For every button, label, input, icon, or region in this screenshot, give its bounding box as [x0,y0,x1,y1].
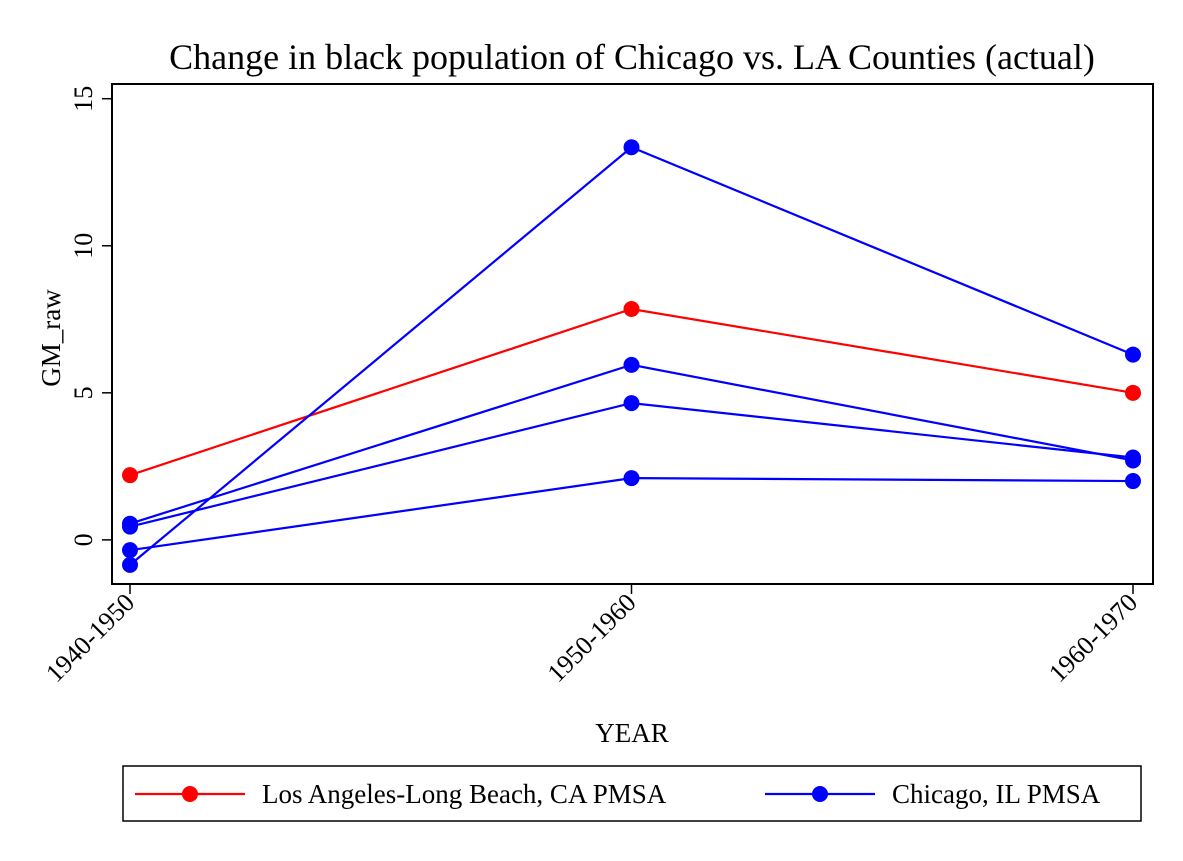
y-axis-label: GM_raw [36,289,66,387]
y-tick-label: 15 [69,86,98,112]
legend-label: Los Angeles-Long Beach, CA PMSA [262,779,667,809]
y-tick-label: 5 [69,386,98,399]
series-1-point [1125,384,1141,401]
series-5-point [122,542,138,559]
series-2-point [1125,346,1141,363]
x-axis-label: YEAR [595,718,669,748]
series-2-point [122,556,138,573]
series-4-point [1125,449,1141,466]
legend: Los Angeles-Long Beach, CA PMSA Chicago, … [122,765,1142,822]
y-tick-label: 0 [69,533,98,546]
chart-title: Change in black population of Chicago vs… [169,37,1095,77]
series-5-point [1125,473,1141,490]
series-4-point [623,395,640,412]
legend-marker [812,786,828,802]
series-4-point [122,518,138,535]
series-layer [122,139,1141,573]
series-1-point [122,467,138,484]
legend-label: Chicago, IL PMSA [892,779,1101,809]
series-3-point [623,356,640,373]
y-axis: 0 5 10 15 [69,86,112,546]
series-2-point [623,139,640,156]
y-tick-label: 10 [69,233,98,259]
legend-marker [182,786,198,802]
series-5-point [623,470,640,487]
series-1-point [623,301,640,317]
plot-area-frame [111,83,1154,585]
legend-box [122,765,1142,822]
